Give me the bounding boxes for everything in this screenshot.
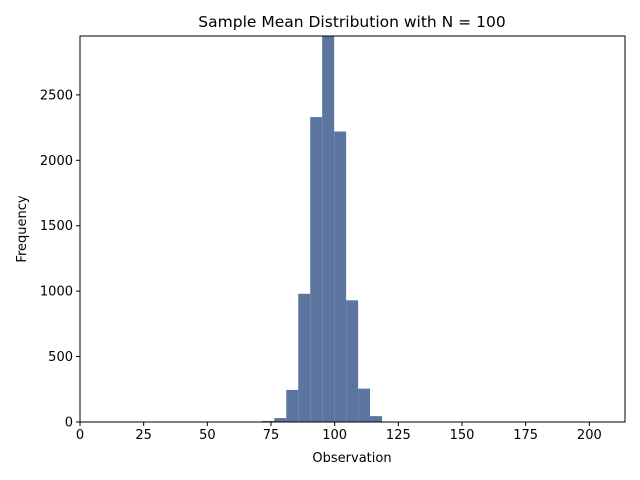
y-tick-label: 2000	[40, 154, 73, 169]
y-axis-ticks: 0 500 1000 1500 2000 2500	[40, 88, 80, 431]
x-tick-label: 175	[513, 428, 538, 443]
y-tick-label: 1500	[40, 219, 73, 234]
bars-group	[262, 36, 383, 422]
x-tick-label: 50	[199, 428, 216, 443]
histogram-bar	[310, 117, 323, 422]
y-tick-label: 1000	[40, 285, 73, 300]
x-tick-label: 75	[263, 428, 280, 443]
x-axis-label: Observation	[312, 451, 391, 466]
histogram-bar	[286, 389, 299, 422]
histogram-bar	[358, 388, 371, 422]
histogram-bar	[334, 131, 347, 422]
x-tick-label: 25	[135, 428, 152, 443]
x-tick-label: 125	[386, 428, 411, 443]
x-tick-label: 0	[76, 428, 84, 443]
histogram-bar	[274, 418, 287, 422]
histogram-bar	[346, 300, 359, 422]
y-tick-label: 0	[65, 416, 73, 431]
x-axis-ticks: 0 25 50 75 100 125 150 175 200	[76, 422, 602, 443]
histogram-bar	[370, 416, 383, 422]
chart-title: Sample Mean Distribution with N = 100	[198, 13, 505, 31]
y-axis-label: Frequency	[15, 195, 30, 262]
histogram-bar	[322, 36, 335, 422]
x-tick-label: 200	[577, 428, 602, 443]
x-tick-label: 150	[450, 428, 475, 443]
histogram-bar	[298, 293, 311, 422]
y-tick-label: 2500	[40, 88, 73, 103]
plot-frame	[79, 35, 626, 423]
x-tick-label: 100	[322, 428, 347, 443]
y-tick-label: 500	[48, 350, 73, 365]
histogram-bar	[262, 420, 275, 422]
